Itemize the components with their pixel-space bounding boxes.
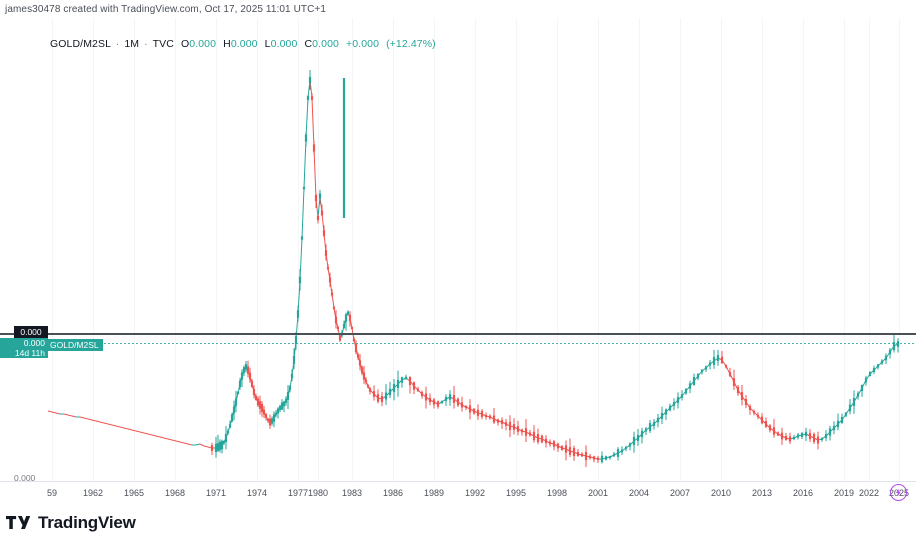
time-axis-tick: 1962 [82,488,104,498]
time-axis-tick: 2022 [858,488,880,498]
legend-change-percent: (+12.47%) [386,38,436,50]
time-axis-tick: 59 [46,488,58,498]
gridline [721,18,722,481]
gridline [639,18,640,481]
series-name-text: GOLD/M2SL [50,340,99,350]
gridline [557,18,558,481]
price-series [47,70,900,467]
time-axis-tick: 1968 [164,488,186,498]
gridline [598,18,599,481]
gridline [475,18,476,481]
time-axis-tick: 2013 [751,488,773,498]
legend-interval[interactable]: 1M [124,38,140,50]
gridline [516,18,517,481]
legend-exchange: TVC [152,38,174,50]
attribution-text: james30478 created with TradingView.com,… [5,3,327,15]
time-axis-tick: 1965 [123,488,145,498]
gridline [869,18,870,481]
chart-legend[interactable]: GOLD/M2SL · 1M · TVC O0.000 H0.000 L0.00… [50,38,436,50]
time-axis-tick: 2004 [628,488,650,498]
time-axis-tick: 2007 [669,488,691,498]
time-axis-tick: 1980 [307,488,329,498]
time-axis-tick: 2016 [792,488,814,498]
gridline [318,18,319,481]
gridline [298,18,299,481]
tradingview-logo-icon [6,516,31,529]
gridline [393,18,394,481]
legend-close-value: 0.000 [312,38,339,50]
gridline [134,18,135,481]
crosshair-price-value: 0.000 [20,327,42,337]
gridline [434,18,435,481]
legend-low-key: L [264,38,271,50]
time-axis-tick: 1995 [505,488,527,498]
time-axis-tick: 2019 [833,488,855,498]
gridline [844,18,845,481]
legend-symbol[interactable]: GOLD/M2SL [50,38,111,50]
crosshair-price-label: 0.000 [14,326,48,338]
gridline [257,18,258,481]
axis-price-bottom-label: 0.000 [14,473,36,483]
gridline [216,18,217,481]
time-axis-tick: 1998 [546,488,568,498]
time-axis-tick: 1974 [246,488,268,498]
time-axis-tick: 1992 [464,488,486,498]
legend-high-value: 0.000 [230,38,258,50]
time-axis-tick: 1971 [205,488,227,498]
legend-low-value: 0.000 [270,38,298,50]
time-axis-tick: 1983 [341,488,363,498]
gridline [175,18,176,481]
chart-area[interactable]: GOLD/M2SL · 1M · TVC O0.000 H0.000 L0.00… [0,18,916,505]
legend-high-key: H [223,38,231,50]
last-price-label[interactable]: 0.000 14d 11h [0,338,48,358]
gridline [52,18,53,481]
legend-change-absolute: +0.000 [346,38,380,50]
gridline [803,18,804,481]
plot-region[interactable] [32,18,916,481]
time-axis-tick: 2001 [587,488,609,498]
gridline [352,18,353,481]
legend-open-key: O [180,38,190,50]
lightning-bolt-icon [895,488,901,497]
legend-separator-2: · [144,38,148,50]
time-axis-tick: 1986 [382,488,404,498]
realtime-status-badge[interactable] [890,484,907,501]
legend-close-key: C [304,38,313,50]
last-price-value: 0.000 [23,338,45,348]
gridline [680,18,681,481]
time-axis-tick: 2010 [710,488,732,498]
bar-countdown: 14d 11h [14,348,45,358]
footer-brand-text: TradingView [38,512,136,532]
gridline [93,18,94,481]
time-axis-tick: 1989 [423,488,445,498]
gridline [899,18,900,481]
horizontal-price-line[interactable] [0,333,916,335]
time-axis-tick: 1977 [287,488,309,498]
footer-bar: TradingView [0,505,916,540]
legend-separator-1: · [115,38,120,50]
time-axis[interactable]: 59 1962 1965 1968 1971 1974 1977 1980 1983 1986 19… [0,481,916,505]
gridline [762,18,763,481]
last-price-dotted-line [0,343,916,344]
series-name-tag[interactable]: GOLD/M2SL [46,339,103,351]
legend-open-value: 0.000 [189,38,217,50]
attribution-bar: james30478 created with TradingView.com,… [0,0,916,18]
